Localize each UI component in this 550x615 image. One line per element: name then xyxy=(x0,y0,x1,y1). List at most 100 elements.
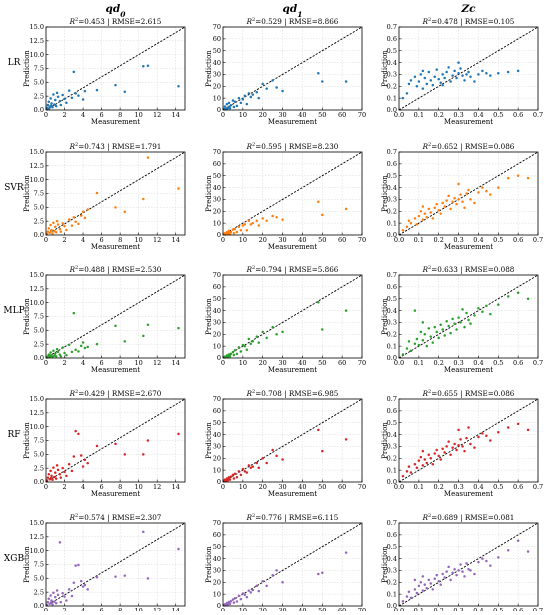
data-point xyxy=(55,347,59,351)
data-point xyxy=(441,73,444,76)
data-point xyxy=(241,467,245,471)
data-point xyxy=(281,581,284,584)
y-tick-label: 2.5 xyxy=(34,464,44,472)
data-point xyxy=(74,220,77,223)
data-point xyxy=(321,449,324,453)
axes-frame xyxy=(398,26,539,111)
data-point xyxy=(415,591,419,595)
x-tick-label: 0.6 xyxy=(513,236,523,244)
y-tick-label: 0.4 xyxy=(387,555,397,563)
data-point xyxy=(49,601,53,604)
data-point xyxy=(465,436,468,440)
data-point xyxy=(457,182,460,186)
data-point xyxy=(431,341,435,344)
data-point xyxy=(235,230,239,234)
data-point xyxy=(451,571,454,575)
data-point xyxy=(457,569,460,572)
data-point xyxy=(255,335,259,338)
x-tick-label: 50 xyxy=(318,359,326,367)
data-point xyxy=(461,570,464,573)
panel-stats: R2=0.794 | RMSE=5.866 xyxy=(246,265,339,274)
data-point xyxy=(435,202,438,206)
y-tick-label: 60 xyxy=(213,407,221,415)
y-tick-label: 30 xyxy=(213,319,221,327)
x-tick-label: 0.5 xyxy=(493,236,503,244)
data-point xyxy=(526,297,530,300)
y-tick-label: 0 xyxy=(217,354,221,362)
data-point xyxy=(243,344,247,348)
data-point xyxy=(461,308,464,311)
data-point xyxy=(429,335,433,338)
identity-line xyxy=(398,274,539,359)
data-point xyxy=(439,81,442,84)
data-point xyxy=(49,104,53,107)
data-point xyxy=(114,206,117,209)
x-tick-label: 12 xyxy=(153,607,161,611)
data-point xyxy=(453,196,456,200)
x-tick-label: 4 xyxy=(81,359,85,367)
data-point xyxy=(489,564,492,567)
y-axis-label: Prediction xyxy=(23,422,31,459)
data-point xyxy=(469,569,472,572)
data-point xyxy=(281,89,284,93)
y-tick-label: 60 xyxy=(213,160,221,168)
x-tick-label: 0 xyxy=(221,359,225,367)
data-point xyxy=(54,595,57,599)
data-point xyxy=(51,603,54,606)
y-tick-label: 5.0 xyxy=(34,79,44,87)
data-point xyxy=(239,597,243,601)
data-point xyxy=(257,589,260,593)
data-point xyxy=(56,350,60,354)
x-tick-label: 0.3 xyxy=(453,236,463,244)
data-point xyxy=(453,322,456,325)
data-point xyxy=(86,461,89,465)
data-point xyxy=(241,343,245,347)
data-point xyxy=(46,476,50,479)
data-point xyxy=(469,322,472,325)
data-point xyxy=(257,224,260,227)
y-tick-label: 0.1 xyxy=(387,342,397,350)
x-tick-label: 8 xyxy=(118,359,122,367)
data-point xyxy=(445,445,448,448)
data-point xyxy=(275,569,278,572)
data-point xyxy=(237,594,241,598)
y-tick-label: 0.0 xyxy=(34,231,44,239)
data-point xyxy=(70,350,74,354)
data-point xyxy=(429,79,433,82)
data-point xyxy=(52,93,55,96)
x-axis-label: Measurement xyxy=(444,243,493,251)
x-tick-label: 6 xyxy=(100,359,104,367)
y-tick-label: 70 xyxy=(213,395,221,403)
data-point xyxy=(451,317,454,321)
data-point xyxy=(63,351,66,355)
data-point xyxy=(317,428,320,432)
x-tick-label: 0.4 xyxy=(473,359,483,367)
x-tick-label: 4 xyxy=(81,607,85,611)
data-point xyxy=(59,355,63,358)
x-tick-label: 20 xyxy=(259,236,267,244)
data-point xyxy=(146,64,150,67)
identity-line xyxy=(222,522,363,607)
y-tick-label: 10.0 xyxy=(30,176,44,184)
data-point xyxy=(451,200,454,204)
identity-line xyxy=(398,26,539,111)
data-point xyxy=(421,338,425,342)
y-tick-label: 0.6 xyxy=(387,35,397,43)
y-tick-label: 15.0 xyxy=(30,148,44,156)
y-tick-label: 0.7 xyxy=(387,395,397,403)
x-tick-label: 0.1 xyxy=(414,359,424,367)
y-tick-label: 5.0 xyxy=(34,327,44,335)
x-tick-label: 60 xyxy=(338,111,346,119)
panel-stats: R2=0.488 | RMSE=2.530 xyxy=(69,265,162,274)
x-tick-label: 20 xyxy=(259,111,267,119)
data-point xyxy=(469,442,472,446)
y-tick-label: 70 xyxy=(213,148,221,156)
x-tick-label: 0.5 xyxy=(493,111,503,119)
data-point xyxy=(86,588,89,591)
data-point xyxy=(413,342,417,346)
data-point xyxy=(59,103,63,107)
y-tick-label: 7.5 xyxy=(34,437,44,445)
data-point xyxy=(427,207,431,211)
data-point xyxy=(271,214,274,218)
data-point xyxy=(459,193,462,196)
